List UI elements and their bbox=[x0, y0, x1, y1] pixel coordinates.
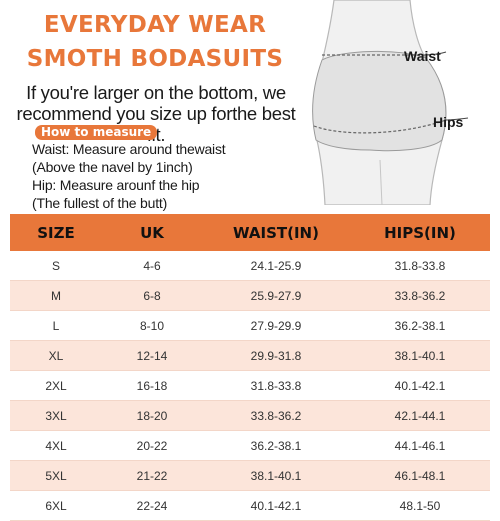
cell-size: L bbox=[10, 310, 102, 341]
cell-uk: 4-6 bbox=[102, 251, 202, 281]
table-row: M 6-8 25.9-27.9 33.8-36.2 bbox=[10, 280, 490, 311]
cell-uk: 12-14 bbox=[102, 340, 202, 371]
cell-hips: 36.2-38.1 bbox=[350, 310, 490, 341]
cell-waist: 29.9-31.8 bbox=[202, 340, 350, 371]
cell-hips: 33.8-36.2 bbox=[350, 280, 490, 311]
table-row: 3XL 18-20 33.8-36.2 42.1-44.1 bbox=[10, 400, 490, 431]
hips-figure-label: Hips bbox=[433, 114, 464, 130]
column-header-hips: HIPS(IN) bbox=[350, 214, 490, 251]
table-row: 6XL 22-24 40.1-42.1 48.1-50 bbox=[10, 490, 490, 521]
table-row: L 8-10 27.9-29.9 36.2-38.1 bbox=[10, 310, 490, 341]
column-header-uk: UK bbox=[102, 214, 202, 251]
cell-hips: 38.1-40.1 bbox=[350, 340, 490, 371]
cell-waist: 36.2-38.1 bbox=[202, 430, 350, 461]
cell-uk: 8-10 bbox=[102, 310, 202, 341]
bodysuit-shape bbox=[312, 50, 447, 152]
cell-size: 3XL bbox=[10, 400, 102, 431]
cell-size: 6XL bbox=[10, 490, 102, 521]
cell-waist: 27.9-29.9 bbox=[202, 310, 350, 341]
cell-size: XL bbox=[10, 340, 102, 371]
cell-hips: 31.8-33.8 bbox=[350, 251, 490, 281]
table-header-row: SIZE UK WAIST(IN) HIPS(IN) bbox=[10, 214, 490, 251]
waist-pointer bbox=[423, 51, 447, 56]
cell-size: 4XL bbox=[10, 430, 102, 461]
table-row: S 4-6 24.1-25.9 31.8-33.8 bbox=[10, 251, 490, 281]
table-row: 5XL 21-22 38.1-40.1 46.1-48.1 bbox=[10, 460, 490, 491]
table-row: 2XL 16-18 31.8-33.8 40.1-42.1 bbox=[10, 370, 490, 401]
cell-waist: 38.1-40.1 bbox=[202, 460, 350, 491]
hip-instruction-note: (The fullest of the butt) bbox=[32, 195, 168, 211]
fit-advice-line-1: If you're larger on the bottom, we bbox=[26, 82, 286, 103]
body-figure-illustration bbox=[312, 0, 469, 205]
cell-uk: 22-24 bbox=[102, 490, 202, 521]
cell-size: 2XL bbox=[10, 370, 102, 401]
waist-instruction-note: (Above the navel by 1inch) bbox=[32, 159, 193, 175]
cell-uk: 18-20 bbox=[102, 400, 202, 431]
waist-instruction: Waist: Measure around thewaist bbox=[32, 141, 226, 157]
waist-figure-label: Waist bbox=[404, 48, 441, 64]
cell-hips: 44.1-46.1 bbox=[350, 430, 490, 461]
cell-size: 5XL bbox=[10, 460, 102, 491]
cell-waist: 25.9-27.9 bbox=[202, 280, 350, 311]
hip-instruction: Hip: Measure arounf the hip bbox=[32, 177, 200, 193]
hips-pointer bbox=[445, 117, 469, 121]
leg-split-line bbox=[379, 159, 383, 205]
page-title-line-2: SMOTH BODASUITS bbox=[26, 46, 284, 72]
table-row: 4XL 20-22 36.2-38.1 44.1-46.1 bbox=[10, 430, 490, 461]
cell-waist: 33.8-36.2 bbox=[202, 400, 350, 431]
column-header-size: SIZE bbox=[10, 214, 102, 251]
page-title-line-1: EVERYDAY WEAR bbox=[43, 12, 267, 38]
column-header-waist: WAIST(IN) bbox=[202, 214, 350, 251]
cell-size: M bbox=[10, 280, 102, 311]
cell-waist: 24.1-25.9 bbox=[202, 251, 350, 281]
cell-hips: 46.1-48.1 bbox=[350, 460, 490, 491]
size-chart-table: SIZE UK WAIST(IN) HIPS(IN) S 4-6 24.1-25… bbox=[10, 214, 490, 521]
hips-measure-line bbox=[313, 119, 447, 134]
cell-size: S bbox=[10, 251, 102, 281]
how-to-measure-badge: How to measure bbox=[35, 125, 158, 140]
cell-waist: 31.8-33.8 bbox=[202, 370, 350, 401]
cell-hips: 42.1-44.1 bbox=[350, 400, 490, 431]
cell-uk: 20-22 bbox=[102, 430, 202, 461]
table-row: XL 12-14 29.9-31.8 38.1-40.1 bbox=[10, 340, 490, 371]
cell-uk: 16-18 bbox=[102, 370, 202, 401]
cell-uk: 6-8 bbox=[102, 280, 202, 311]
cell-waist: 40.1-42.1 bbox=[202, 490, 350, 521]
cell-hips: 48.1-50 bbox=[350, 490, 490, 521]
cell-hips: 40.1-42.1 bbox=[350, 370, 490, 401]
cell-uk: 21-22 bbox=[102, 460, 202, 491]
